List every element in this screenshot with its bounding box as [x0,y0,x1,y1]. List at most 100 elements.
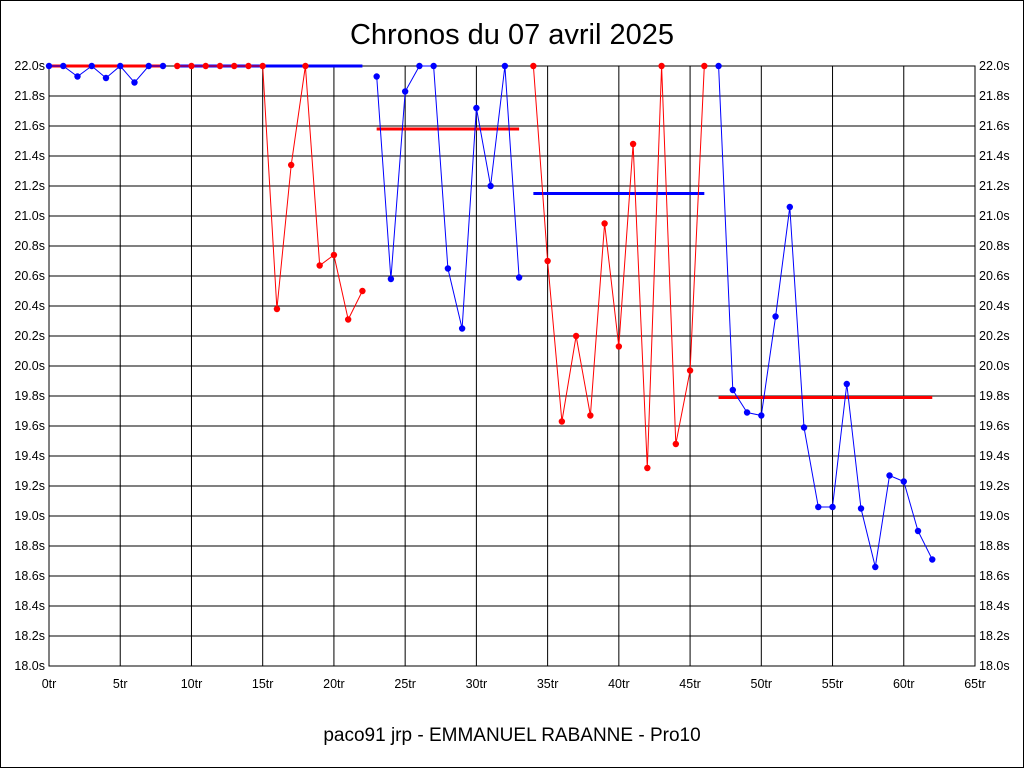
data-point [615,343,623,350]
data-point [601,220,608,227]
y-tick-label-left: 21.4s [14,149,45,163]
y-tick-label-left: 20.8s [14,239,45,253]
data-point [501,62,509,70]
y-tick-label-left: 20.2s [14,329,45,343]
data-point [473,104,480,112]
data-point [658,62,665,70]
x-tick-label: 30tr [466,677,488,691]
data-point [872,563,879,571]
data-point [857,505,865,512]
data-point [273,305,281,313]
data-point [929,556,936,563]
data-point [259,62,266,70]
data-point [174,62,181,70]
data-point [74,73,81,80]
y-tick-label-left: 22.0s [14,59,45,73]
y-tick-label-right: 21.4s [979,149,1010,163]
tick-labels: 18.0s 18.0s 18.2s 18.2s 18.4s 18.4s 18.6s 18.6s… [14,59,1009,691]
data-point [145,62,152,70]
y-tick-label-left: 19.2s [14,479,45,493]
y-tick-label-left: 21.0s [14,209,45,223]
data-point [430,62,437,70]
data-point [758,412,765,419]
y-tick-label-left: 21.2s [14,179,45,193]
y-tick-label-right: 19.0s [979,509,1010,523]
data-point [45,62,53,70]
x-tick-label: 35tr [537,677,559,691]
grid [48,65,976,667]
y-tick-label-left: 19.4s [14,449,45,463]
data-point [743,409,751,416]
x-tick-label: 20tr [323,677,345,691]
series-lines [49,65,933,568]
data-point [359,287,366,295]
data-point [102,74,110,82]
y-tick-label-right: 18.8s [979,539,1010,553]
series-line [376,65,520,329]
y-tick-label-left: 20.4s [14,299,45,313]
data-point [672,440,680,448]
y-tick-label-right: 21.2s [979,179,1010,193]
data-point [572,332,580,340]
data-point [60,62,67,70]
y-tick-label-left: 21.8s [14,89,45,103]
x-tick-label: 65tr [964,677,986,691]
y-tick-label-left: 18.4s [14,599,45,613]
y-tick-label-left: 18.6s [14,569,45,583]
y-tick-label-right: 19.4s [979,449,1010,463]
y-tick-label-right: 21.8s [979,89,1010,103]
y-tick-label-left: 18.0s [14,659,45,673]
y-tick-label-left: 18.8s [14,539,45,553]
data-point [287,161,295,169]
x-tick-label: 5tr [113,677,128,691]
y-tick-label-left: 19.6s [14,419,45,433]
data-point [715,62,722,70]
data-point [401,88,409,95]
data-point [829,503,836,511]
data-point [88,62,95,70]
x-tick-label: 45tr [679,677,701,691]
y-tick-label-right: 20.2s [979,329,1010,343]
data-point [387,275,395,283]
data-point [530,62,537,70]
chart-footer: paco91 jrp - EMMANUEL RABANNE - Pro10 [323,725,700,746]
y-tick-label-right: 21.0s [979,209,1010,223]
data-point [444,265,452,272]
data-point [344,316,352,323]
y-tick-label-right: 18.2s [979,629,1010,643]
y-tick-label-left: 19.8s [14,389,45,403]
y-tick-label-right: 19.8s [979,389,1010,403]
x-tick-label: 25tr [394,677,416,691]
y-tick-label-right: 19.2s [979,479,1010,493]
data-point [900,478,907,485]
x-tick-label: 60tr [893,677,915,691]
data-point [330,251,338,259]
data-point [202,62,209,70]
plot-border [48,65,976,667]
x-tick-label: 10tr [181,677,203,691]
average-lines [49,64,933,399]
data-point [373,73,380,80]
data-point [515,274,523,281]
x-tick-label: 15tr [252,677,274,691]
y-tick-label-left: 21.6s [14,119,45,133]
x-tick-label: 0tr [42,677,57,691]
y-tick-label-right: 20.4s [979,299,1010,313]
series-line [718,65,933,568]
data-point [800,424,808,431]
data-point [416,62,423,70]
data-point [117,62,124,70]
data-point [772,313,779,320]
data-point [188,62,195,70]
y-tick-label-left: 19.0s [14,509,45,523]
data-point [302,62,309,70]
data-point [629,140,637,148]
data-point [458,325,466,332]
x-tick-label: 55tr [822,677,844,691]
x-tick-label: 40tr [608,677,630,691]
data-point [245,62,252,70]
data-point [231,62,238,70]
data-point [815,503,822,511]
y-tick-label-right: 19.6s [979,419,1010,433]
